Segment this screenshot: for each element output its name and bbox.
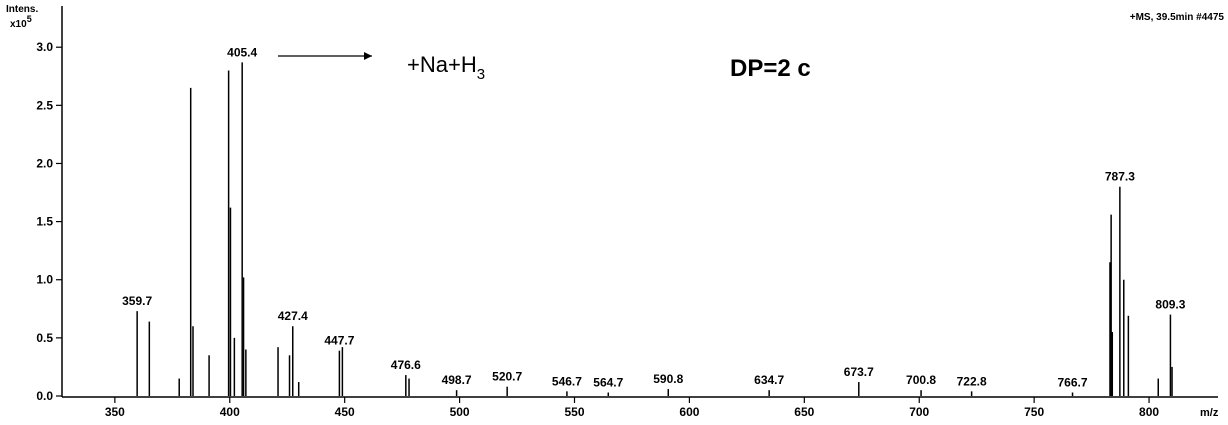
y-tick-label: 3.0 (36, 40, 53, 54)
annotation-text: +Na+H (407, 52, 477, 77)
x-tick-label: 750 (1024, 405, 1044, 419)
x-tick-label: 400 (220, 405, 240, 419)
peak-label: 546.7 (552, 374, 582, 388)
x-axis-label: m/z (1200, 407, 1219, 419)
scan-info: +MS, 39.5min #4475 (1130, 12, 1225, 23)
peak-label: 787.3 (1105, 170, 1135, 184)
peak-label: 476.6 (391, 358, 421, 372)
peak-label: 722.8 (957, 374, 987, 388)
peak-label: 766.7 (1058, 376, 1088, 390)
peak-label: 673.7 (844, 365, 874, 379)
annotation: +Na+H3 (407, 52, 485, 83)
x-tick-label: 650 (794, 405, 814, 419)
x-tick-label: 500 (450, 405, 470, 419)
y-tick-label: 1.5 (36, 215, 53, 229)
sample-label: DP=2 c (730, 55, 811, 82)
x-tick-label: 350 (105, 405, 125, 419)
x-tick-label: 550 (564, 405, 584, 419)
peak-label: 634.7 (754, 373, 784, 387)
peak-label: 498.7 (442, 373, 472, 387)
peak-label: 447.7 (324, 334, 354, 348)
y-multiplier-exponent: 5 (27, 14, 32, 24)
peak-label: 427.4 (278, 309, 308, 323)
y-multiplier: x105 (10, 14, 32, 30)
peak-label: 700.8 (906, 373, 936, 387)
peak-label: 564.7 (593, 376, 623, 390)
x-tick-label: 450 (335, 405, 355, 419)
arrow-head (364, 52, 372, 60)
y-tick-label: 2.0 (36, 156, 53, 170)
y-multiplier-base: x10 (10, 19, 27, 30)
y-tick-label: 1.0 (36, 273, 53, 287)
peak-label: 590.8 (653, 372, 683, 386)
y-tick-label: 0.5 (36, 331, 53, 345)
x-tick-label: 800 (1139, 405, 1159, 419)
peak-label: 520.7 (492, 370, 522, 384)
annotation-subscript: 3 (477, 66, 485, 83)
peak-label: 405.4 (227, 45, 257, 59)
peak-label: 359.7 (122, 294, 152, 308)
x-tick-label: 700 (909, 405, 929, 419)
y-axis-label: Intens. (6, 4, 38, 15)
x-tick-label: 600 (679, 405, 699, 419)
y-tick-label: 0.0 (36, 389, 53, 403)
peak-label: 809.3 (1155, 298, 1185, 312)
y-tick-label: 2.5 (36, 98, 53, 112)
